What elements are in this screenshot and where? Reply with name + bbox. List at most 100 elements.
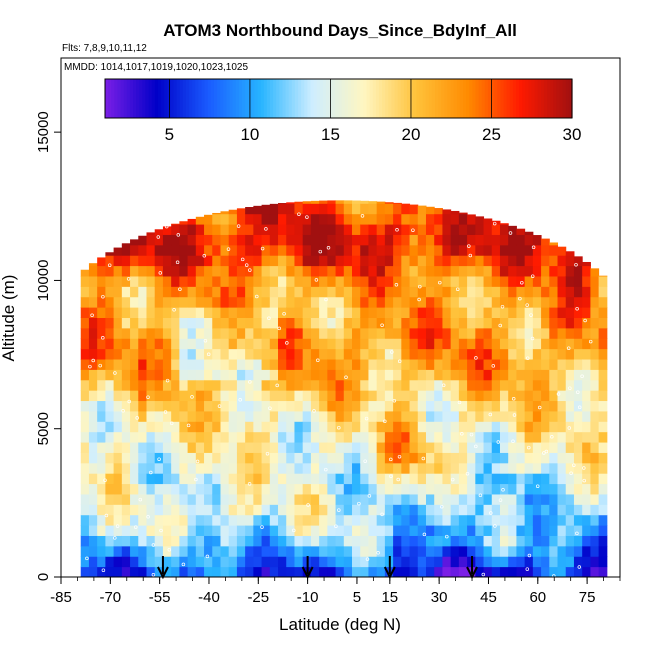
heatmap-cell <box>573 256 583 267</box>
heatmap-cell <box>360 504 369 516</box>
heatmap-cell <box>565 442 575 453</box>
heatmap-cell <box>286 255 295 267</box>
heatmap-cell <box>105 504 115 516</box>
heatmap-cell <box>228 296 238 308</box>
colorbar-segment <box>335 79 340 118</box>
heatmap-cell <box>179 421 189 433</box>
sample-point <box>226 247 231 251</box>
heatmap-cell <box>302 307 312 318</box>
heatmap-cell <box>236 296 246 308</box>
heatmap-cell <box>236 286 246 298</box>
heatmap-cell <box>549 338 559 350</box>
heatmap-cell <box>171 473 180 485</box>
heatmap-cell <box>467 327 476 339</box>
heatmap-cell <box>154 317 164 329</box>
heatmap-cell <box>179 493 189 505</box>
heatmap-cell <box>409 317 419 329</box>
heatmap-cell <box>319 410 328 422</box>
heatmap-cell <box>532 369 542 381</box>
heatmap-cell <box>228 213 238 225</box>
heatmap-cell <box>483 338 493 350</box>
x-axis: -85 -70 -55 -40 -25 -10 5 15 30 45 60 75 <box>50 577 621 606</box>
heatmap-cell <box>384 442 394 453</box>
heatmap-cell <box>220 493 230 505</box>
heatmap-cell <box>162 327 172 339</box>
heatmap-cell <box>516 359 526 370</box>
heatmap-cell <box>368 213 378 225</box>
heatmap-cell <box>179 327 189 339</box>
heatmap-cell <box>499 442 509 453</box>
heatmap-cell <box>425 493 435 505</box>
colorbar-segment <box>484 79 489 118</box>
heatmap-cell <box>327 473 337 485</box>
heatmap-cell <box>294 265 304 277</box>
heatmap-cell <box>573 390 583 402</box>
heatmap-cell <box>409 493 419 505</box>
sample-point <box>90 313 94 318</box>
heatmap-cell <box>573 483 583 495</box>
heatmap-cell <box>343 369 353 381</box>
heatmap-cell <box>425 442 435 453</box>
colorbar-segment <box>369 79 374 118</box>
heatmap-cell <box>212 338 221 350</box>
heatmap-cell <box>541 535 550 547</box>
heatmap-cell <box>549 431 559 443</box>
heatmap-cell <box>253 400 263 412</box>
colorbar-segment <box>400 79 405 118</box>
heatmap-cell <box>195 535 205 547</box>
colorbar-segment <box>406 79 411 118</box>
heatmap-cell <box>475 359 485 370</box>
heatmap-cell <box>335 296 345 308</box>
heatmap-cell <box>269 348 279 360</box>
heatmap-cell <box>88 338 98 350</box>
heatmap-cell <box>442 275 452 287</box>
heatmap-cell <box>434 244 443 256</box>
heatmap-cell <box>549 242 559 246</box>
heatmap-cell <box>212 369 221 381</box>
heatmap-cell <box>360 286 369 298</box>
heatmap-cell <box>417 525 427 536</box>
heatmap-cell <box>146 390 156 402</box>
heatmap-cell <box>368 359 378 370</box>
heatmap-cell <box>450 379 460 391</box>
heatmap-cell <box>335 275 345 287</box>
heatmap-cell <box>475 442 485 453</box>
heatmap-cell <box>179 504 189 516</box>
heatmap-cell <box>171 421 180 433</box>
heatmap-cell <box>565 400 575 412</box>
heatmap-cell <box>286 473 295 485</box>
heatmap-cell <box>113 442 123 453</box>
sample-point <box>582 478 586 483</box>
heatmap-cell <box>286 525 295 536</box>
heatmap-cell <box>236 545 246 557</box>
heatmap-cell <box>343 473 353 485</box>
heatmap-cell <box>499 452 509 464</box>
heatmap-cell <box>204 442 213 453</box>
heatmap-cell <box>401 224 411 235</box>
heatmap-cell <box>327 390 337 402</box>
heatmap-cell <box>310 359 320 370</box>
heatmap-cell <box>319 379 328 391</box>
heatmap-cell <box>302 452 312 464</box>
heatmap-cell <box>302 442 312 453</box>
sample-point <box>103 478 107 482</box>
heatmap-cell <box>598 317 608 329</box>
heatmap-cell <box>582 348 591 360</box>
heatmap-cell <box>450 265 460 277</box>
x-tick-label: -55 <box>149 589 171 606</box>
heatmap-cell <box>541 348 550 360</box>
colorbar-segment <box>360 79 364 118</box>
heatmap-cell <box>294 431 304 443</box>
heatmap-cell <box>360 224 369 235</box>
heatmap-cell <box>121 244 131 256</box>
heatmap-cell <box>162 275 172 287</box>
heatmap-cell <box>541 462 550 474</box>
heatmap-cell <box>508 286 517 298</box>
heatmap-cell <box>499 244 509 256</box>
heatmap-cell <box>401 296 411 308</box>
colorbar-segment <box>522 79 526 118</box>
colorbar-segment <box>319 79 324 118</box>
heatmap-cell <box>154 234 164 246</box>
heatmap-cell <box>573 535 583 547</box>
heatmap-cell <box>565 473 575 485</box>
